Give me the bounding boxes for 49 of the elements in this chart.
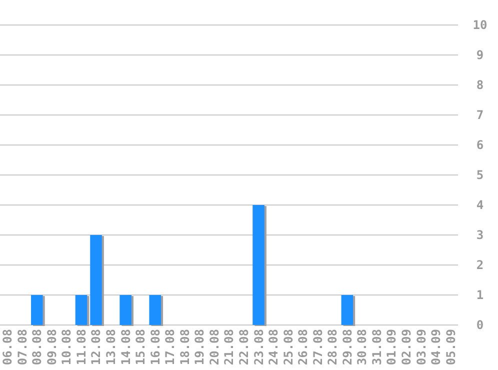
y-tick-label: 10 <box>472 18 488 32</box>
x-tick-label: 05.09 <box>444 329 458 366</box>
bar <box>90 235 102 325</box>
x-tick-label: 21.08 <box>222 329 236 366</box>
x-tick-label: 14.08 <box>118 329 133 366</box>
x-tick-label: 01.09 <box>384 329 399 366</box>
x-tick-label: 17.08 <box>163 329 178 366</box>
x-tick-label: 30.08 <box>355 329 370 366</box>
x-tick-label: 07.08 <box>15 329 30 366</box>
x-tick-label: 03.09 <box>414 329 428 366</box>
y-tick-label: 7 <box>476 108 484 122</box>
x-tick-label: 20.08 <box>207 329 222 366</box>
x-tick-label: 12.08 <box>89 329 104 366</box>
bar <box>31 295 43 325</box>
x-tick-label: 24.08 <box>266 329 281 366</box>
y-tick-label: 2 <box>476 258 484 272</box>
y-tick-label: 3 <box>476 228 484 242</box>
x-tick-label: 10.08 <box>60 329 74 366</box>
bar <box>75 295 88 325</box>
x-tick-label: 29.08 <box>340 329 354 366</box>
x-tick-label: 09.08 <box>44 329 59 366</box>
bar <box>252 205 264 325</box>
y-tick-label: 8 <box>476 78 484 92</box>
x-tick-label: 16.08 <box>148 329 162 366</box>
x-tick-label: 19.08 <box>192 329 207 366</box>
y-tick-label: 0 <box>476 318 484 332</box>
bar <box>149 295 162 325</box>
x-tick-label: 22.08 <box>236 329 251 366</box>
x-tick-label: 13.08 <box>104 329 118 366</box>
x-tick-label: 08.08 <box>30 329 44 366</box>
x-tick-label: 31.08 <box>370 329 384 366</box>
y-tick-label: 6 <box>476 138 484 152</box>
x-tick-label: 26.08 <box>296 329 310 366</box>
x-tick-label: 06.08 <box>0 329 15 366</box>
bar <box>120 295 132 325</box>
x-tick-label: 11.08 <box>74 329 88 366</box>
x-tick-label: 04.09 <box>429 329 444 366</box>
y-tick-label: 4 <box>476 198 484 212</box>
x-tick-label: 27.08 <box>310 329 325 366</box>
x-tick-label: 23.08 <box>252 329 266 366</box>
bar <box>341 295 354 325</box>
x-tick-label: 25.08 <box>281 329 296 366</box>
x-tick-label: 28.08 <box>326 329 340 366</box>
y-tick-label: 9 <box>476 48 484 62</box>
x-tick-label: 18.08 <box>178 329 192 366</box>
y-tick-label: 1 <box>476 288 484 302</box>
y-tick-label: 5 <box>476 168 484 182</box>
x-tick-label: 02.09 <box>399 329 414 366</box>
x-tick-label: 15.08 <box>134 329 148 366</box>
